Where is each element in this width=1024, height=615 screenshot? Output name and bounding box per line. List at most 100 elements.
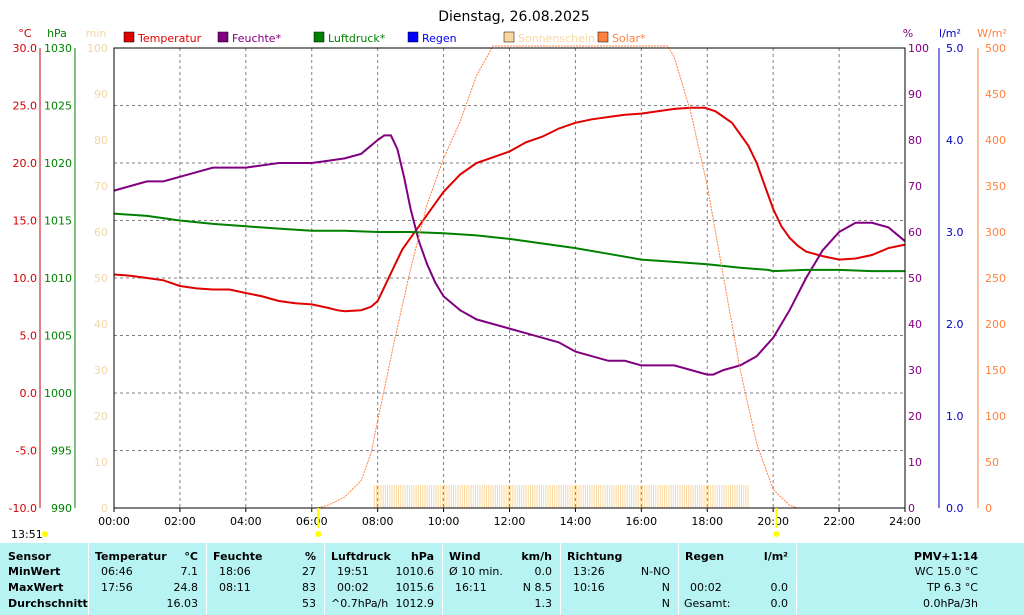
stats-header-hum: Feuchte	[213, 550, 263, 563]
tick-label-min: 70	[94, 180, 108, 193]
tick-label-hpa: 1010	[44, 272, 72, 285]
tick-label-pct: 30	[908, 364, 922, 377]
tick-label-hpa: 990	[51, 502, 72, 515]
axis-unit-hpa: hPa	[47, 27, 67, 40]
stats-header-sensor: Sensor	[8, 550, 51, 563]
axis-unit-temp: °C	[18, 27, 32, 40]
tick-label-pct: 20	[908, 410, 922, 423]
stats-cell: 0.0hPa/3h	[922, 597, 978, 610]
stats-cell: 1.3	[534, 597, 553, 610]
stats-cell: Gesamt:	[684, 597, 731, 610]
tick-label-x: 14:00	[560, 515, 592, 528]
legend-label: Regen	[422, 32, 457, 45]
stats-cell: 1012.9	[395, 597, 435, 610]
tick-label-rain: 5.0	[946, 42, 964, 55]
stats-cell: N	[661, 581, 670, 594]
tick-label-rain: 0.0	[946, 502, 964, 515]
stats-cell: 16:11	[455, 581, 487, 594]
legend-swatch	[123, 31, 135, 43]
axis-unit-min: min	[86, 27, 107, 40]
stats-cell: Ø 10 min.	[449, 565, 503, 578]
tick-label-hpa: 995	[51, 445, 72, 458]
tick-label-min: 80	[94, 134, 108, 147]
current-time-label: 13:51	[11, 528, 43, 541]
stats-cell: ^0.7hPa/h	[331, 597, 389, 610]
stats-header-press: Luftdruck	[331, 550, 391, 563]
tick-label-x: 04:00	[230, 515, 262, 528]
axis-unit-solar: W/m²	[977, 27, 1007, 40]
stats-header-temp-unit: °C	[184, 550, 198, 563]
tick-label-rain: 2.0	[946, 318, 964, 331]
tick-label-solar: 50	[985, 456, 999, 469]
stats-cell: 1010.6	[395, 565, 435, 578]
series-line-temperatur	[113, 106, 906, 313]
tick-label-pct: 80	[908, 134, 922, 147]
tick-label-solar: 150	[985, 364, 1006, 377]
stats-cell: 0.0	[770, 581, 789, 594]
stats-cell: WC 15.0 °C	[914, 565, 978, 578]
stats-header-dir: Richtung	[567, 550, 623, 563]
tick-label-min: 40	[94, 318, 108, 331]
tick-label-x: 00:00	[98, 515, 130, 528]
tick-label-temp: -10.0	[9, 502, 37, 515]
stats-cell: 7.1	[180, 565, 199, 578]
stats-header-press-unit: hPa	[410, 550, 434, 563]
stats-cell: 10:16	[573, 581, 605, 594]
tick-label-pct: 100	[908, 42, 929, 55]
stats-row-label: Durchschnitt	[8, 597, 88, 610]
legend-label: Sonnenschein	[518, 32, 595, 45]
stats-row-label: MaxWert	[8, 581, 64, 594]
tick-label-min: 0	[101, 502, 108, 515]
series-line-feuchte	[113, 134, 906, 376]
legend-swatch	[597, 31, 609, 43]
current-time-marker	[42, 531, 48, 537]
tick-label-solar: 200	[985, 318, 1006, 331]
marker-dot-sunrise	[315, 531, 322, 537]
stats-cell: 27	[302, 565, 316, 578]
tick-label-rain: 3.0	[946, 226, 964, 239]
tick-label-hpa: 1000	[44, 387, 72, 400]
tick-label-temp: 30.0	[13, 42, 38, 55]
tick-label-x: 08:00	[362, 515, 394, 528]
tick-label-pct: 50	[908, 272, 922, 285]
tick-label-solar: 0	[985, 502, 992, 515]
stats-cell: 0.0	[534, 565, 553, 578]
stats-cell: 13:26	[573, 565, 605, 578]
tick-label-solar: 100	[985, 410, 1006, 423]
tick-label-rain: 4.0	[946, 134, 964, 147]
stats-header-wind-unit: km/h	[521, 550, 552, 563]
stats-cell: 24.8	[173, 581, 199, 594]
tick-label-hpa: 1025	[44, 100, 72, 113]
axis-unit-pct: %	[903, 27, 913, 40]
series-line-luftdruck	[113, 212, 905, 273]
legend-label: Feuchte*	[232, 32, 282, 45]
stats-cell: 00:02	[337, 581, 369, 594]
tick-label-temp: 15.0	[13, 215, 38, 228]
tick-label-temp: -5.0	[16, 445, 37, 458]
tick-label-temp: 0.0	[20, 387, 38, 400]
tick-label-x: 18:00	[691, 515, 723, 528]
legend-swatch	[503, 31, 515, 43]
tick-label-hpa: 1030	[44, 42, 72, 55]
tick-label-min: 30	[94, 364, 108, 377]
tick-label-hpa: 1015	[44, 215, 72, 228]
tick-label-min: 20	[94, 410, 108, 423]
stats-cell: 17:56	[101, 581, 133, 594]
stats-header-hum-unit: %	[304, 550, 316, 563]
stats-cell: N	[661, 597, 670, 610]
tick-label-solar: 300	[985, 226, 1006, 239]
tick-label-min: 90	[94, 88, 108, 101]
tick-label-temp: 20.0	[13, 157, 38, 170]
stats-table: Sensor Temperatur °C Feuchte % Luftdruck…	[0, 543, 1024, 615]
tick-label-hpa: 1005	[44, 330, 72, 343]
tick-label-min: 100	[87, 42, 108, 55]
stats-cell: 53	[302, 597, 316, 610]
stats-header-pmv: PMV+1:14	[913, 550, 978, 563]
legend-label: Solar*	[612, 32, 646, 45]
tick-label-x: 12:00	[494, 515, 526, 528]
tick-label-solar: 250	[985, 272, 1006, 285]
stats-cell: 0.0	[770, 597, 789, 610]
tick-label-hpa: 1020	[44, 157, 72, 170]
tick-label-solar: 500	[985, 42, 1006, 55]
tick-label-solar: 450	[985, 88, 1006, 101]
